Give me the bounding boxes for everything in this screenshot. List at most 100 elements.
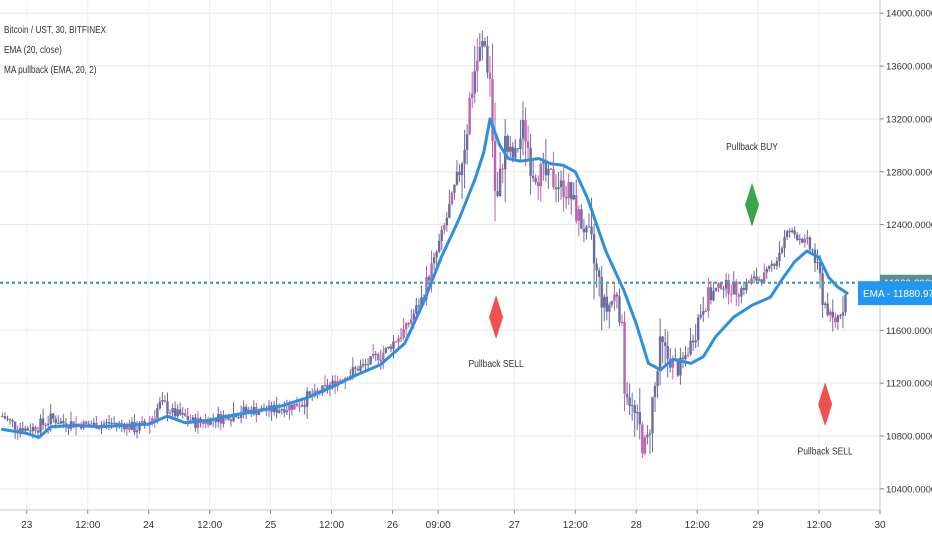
candle-body	[425, 276, 428, 300]
candle-body	[468, 97, 471, 135]
pullback-label: Pullback BUY	[726, 141, 778, 152]
candle-body	[587, 226, 591, 228]
candle-body	[755, 276, 758, 281]
candle-body	[742, 288, 746, 290]
candle-body	[623, 322, 626, 394]
candle-body	[288, 404, 291, 411]
candle-body	[293, 403, 296, 410]
candle-body	[300, 405, 304, 407]
candle-body	[562, 180, 565, 198]
candle-body	[691, 340, 695, 343]
candle-body	[384, 348, 388, 353]
candle-body	[102, 423, 106, 425]
candle-body	[801, 238, 804, 243]
candle-body	[450, 192, 454, 204]
candle-body	[105, 422, 108, 424]
candle-body	[829, 311, 832, 316]
candle-body	[265, 410, 268, 412]
candle-body	[585, 226, 588, 233]
candle-body	[570, 182, 573, 200]
candle-body	[437, 240, 441, 252]
candle-body	[138, 422, 141, 431]
candle-body	[323, 384, 327, 386]
candle-body	[34, 426, 37, 431]
candle-body	[671, 358, 674, 368]
pullback-study-label[interactable]: MA pullback (EMA, 20, 2)	[4, 65, 97, 76]
candle-body	[392, 341, 395, 349]
sell-diamond-marker	[489, 295, 504, 340]
x-tick-label: 12:00	[685, 520, 710, 531]
candle-body	[52, 413, 55, 419]
buy-diamond-marker	[745, 182, 760, 227]
candle-body	[529, 147, 532, 176]
candle-body	[331, 380, 334, 385]
candle-body	[295, 403, 299, 407]
candle-body	[610, 300, 614, 305]
candle-body	[351, 367, 355, 376]
candle-body	[107, 422, 111, 424]
ema-series	[0, 117, 849, 439]
candle-body	[178, 409, 182, 415]
candle-body	[641, 424, 644, 454]
candle-body	[440, 230, 443, 241]
pullback-markers: Pullback SELL Pullback BUY Pullback SELL	[468, 141, 852, 456]
candle-body	[600, 276, 603, 308]
candle-body	[481, 41, 484, 47]
candle-body	[663, 342, 667, 346]
symbol-title[interactable]: Bitcoin / UST, 30, BITFINEX	[4, 25, 107, 36]
candle-body	[544, 161, 548, 176]
candle-body	[816, 262, 819, 264]
candle-body	[158, 401, 162, 409]
candle-body	[493, 141, 497, 192]
candle-body	[735, 281, 738, 295]
candle-body	[719, 283, 723, 289]
candle-body	[501, 168, 504, 170]
candle-body	[59, 421, 63, 424]
candle-body	[379, 359, 382, 361]
candle-body	[239, 415, 243, 418]
candle-body	[242, 406, 245, 416]
ema-study-label[interactable]: EMA (20, close)	[4, 45, 62, 56]
candle-body	[110, 422, 113, 424]
candle-body	[435, 251, 438, 258]
candle-body	[133, 421, 136, 433]
candle-body	[521, 120, 525, 139]
candle-body	[222, 415, 225, 424]
candle-body	[811, 249, 814, 251]
candle-body	[752, 276, 756, 279]
candle-body	[13, 421, 17, 430]
candle-body	[44, 425, 47, 427]
candle-body	[476, 60, 479, 72]
x-tick-label: 12:00	[563, 520, 588, 531]
candle-body	[49, 413, 52, 424]
candle-body	[173, 408, 177, 417]
x-tick-label: 09:00	[426, 520, 451, 531]
candle-body	[229, 419, 233, 422]
candle-body	[402, 328, 405, 338]
candle-body	[153, 418, 156, 420]
candle-body	[189, 419, 192, 421]
candle-body	[181, 413, 184, 415]
candle-body	[745, 281, 748, 290]
y-tick-label: 10800.00000000	[886, 432, 932, 443]
pullback-label: Pullback SELL	[798, 446, 853, 457]
candle-body	[156, 408, 159, 419]
candle-body	[85, 421, 88, 424]
ema-value-label: EMA - 11880.97031256	[858, 281, 932, 306]
candle-body	[658, 336, 662, 372]
candle-body	[163, 400, 167, 402]
price-axis[interactable]: 14000.00000000 13600.00000000 13200.000000…	[880, 9, 932, 496]
candle-body	[519, 138, 522, 150]
candle-body	[620, 322, 624, 324]
candle-body	[582, 228, 586, 233]
candle-body	[397, 338, 400, 342]
y-tick-label: 13600.00000000	[886, 62, 932, 73]
candle-body	[841, 312, 845, 316]
candle-body	[608, 304, 611, 312]
candle-body	[765, 268, 768, 273]
candle-body	[460, 163, 464, 176]
candle-body	[290, 404, 294, 410]
time-axis[interactable]: 23 12:00 24 12:00 25 12:00 26 09:00 27 12:00 28 12:…	[21, 510, 886, 531]
candle-body	[278, 410, 281, 413]
